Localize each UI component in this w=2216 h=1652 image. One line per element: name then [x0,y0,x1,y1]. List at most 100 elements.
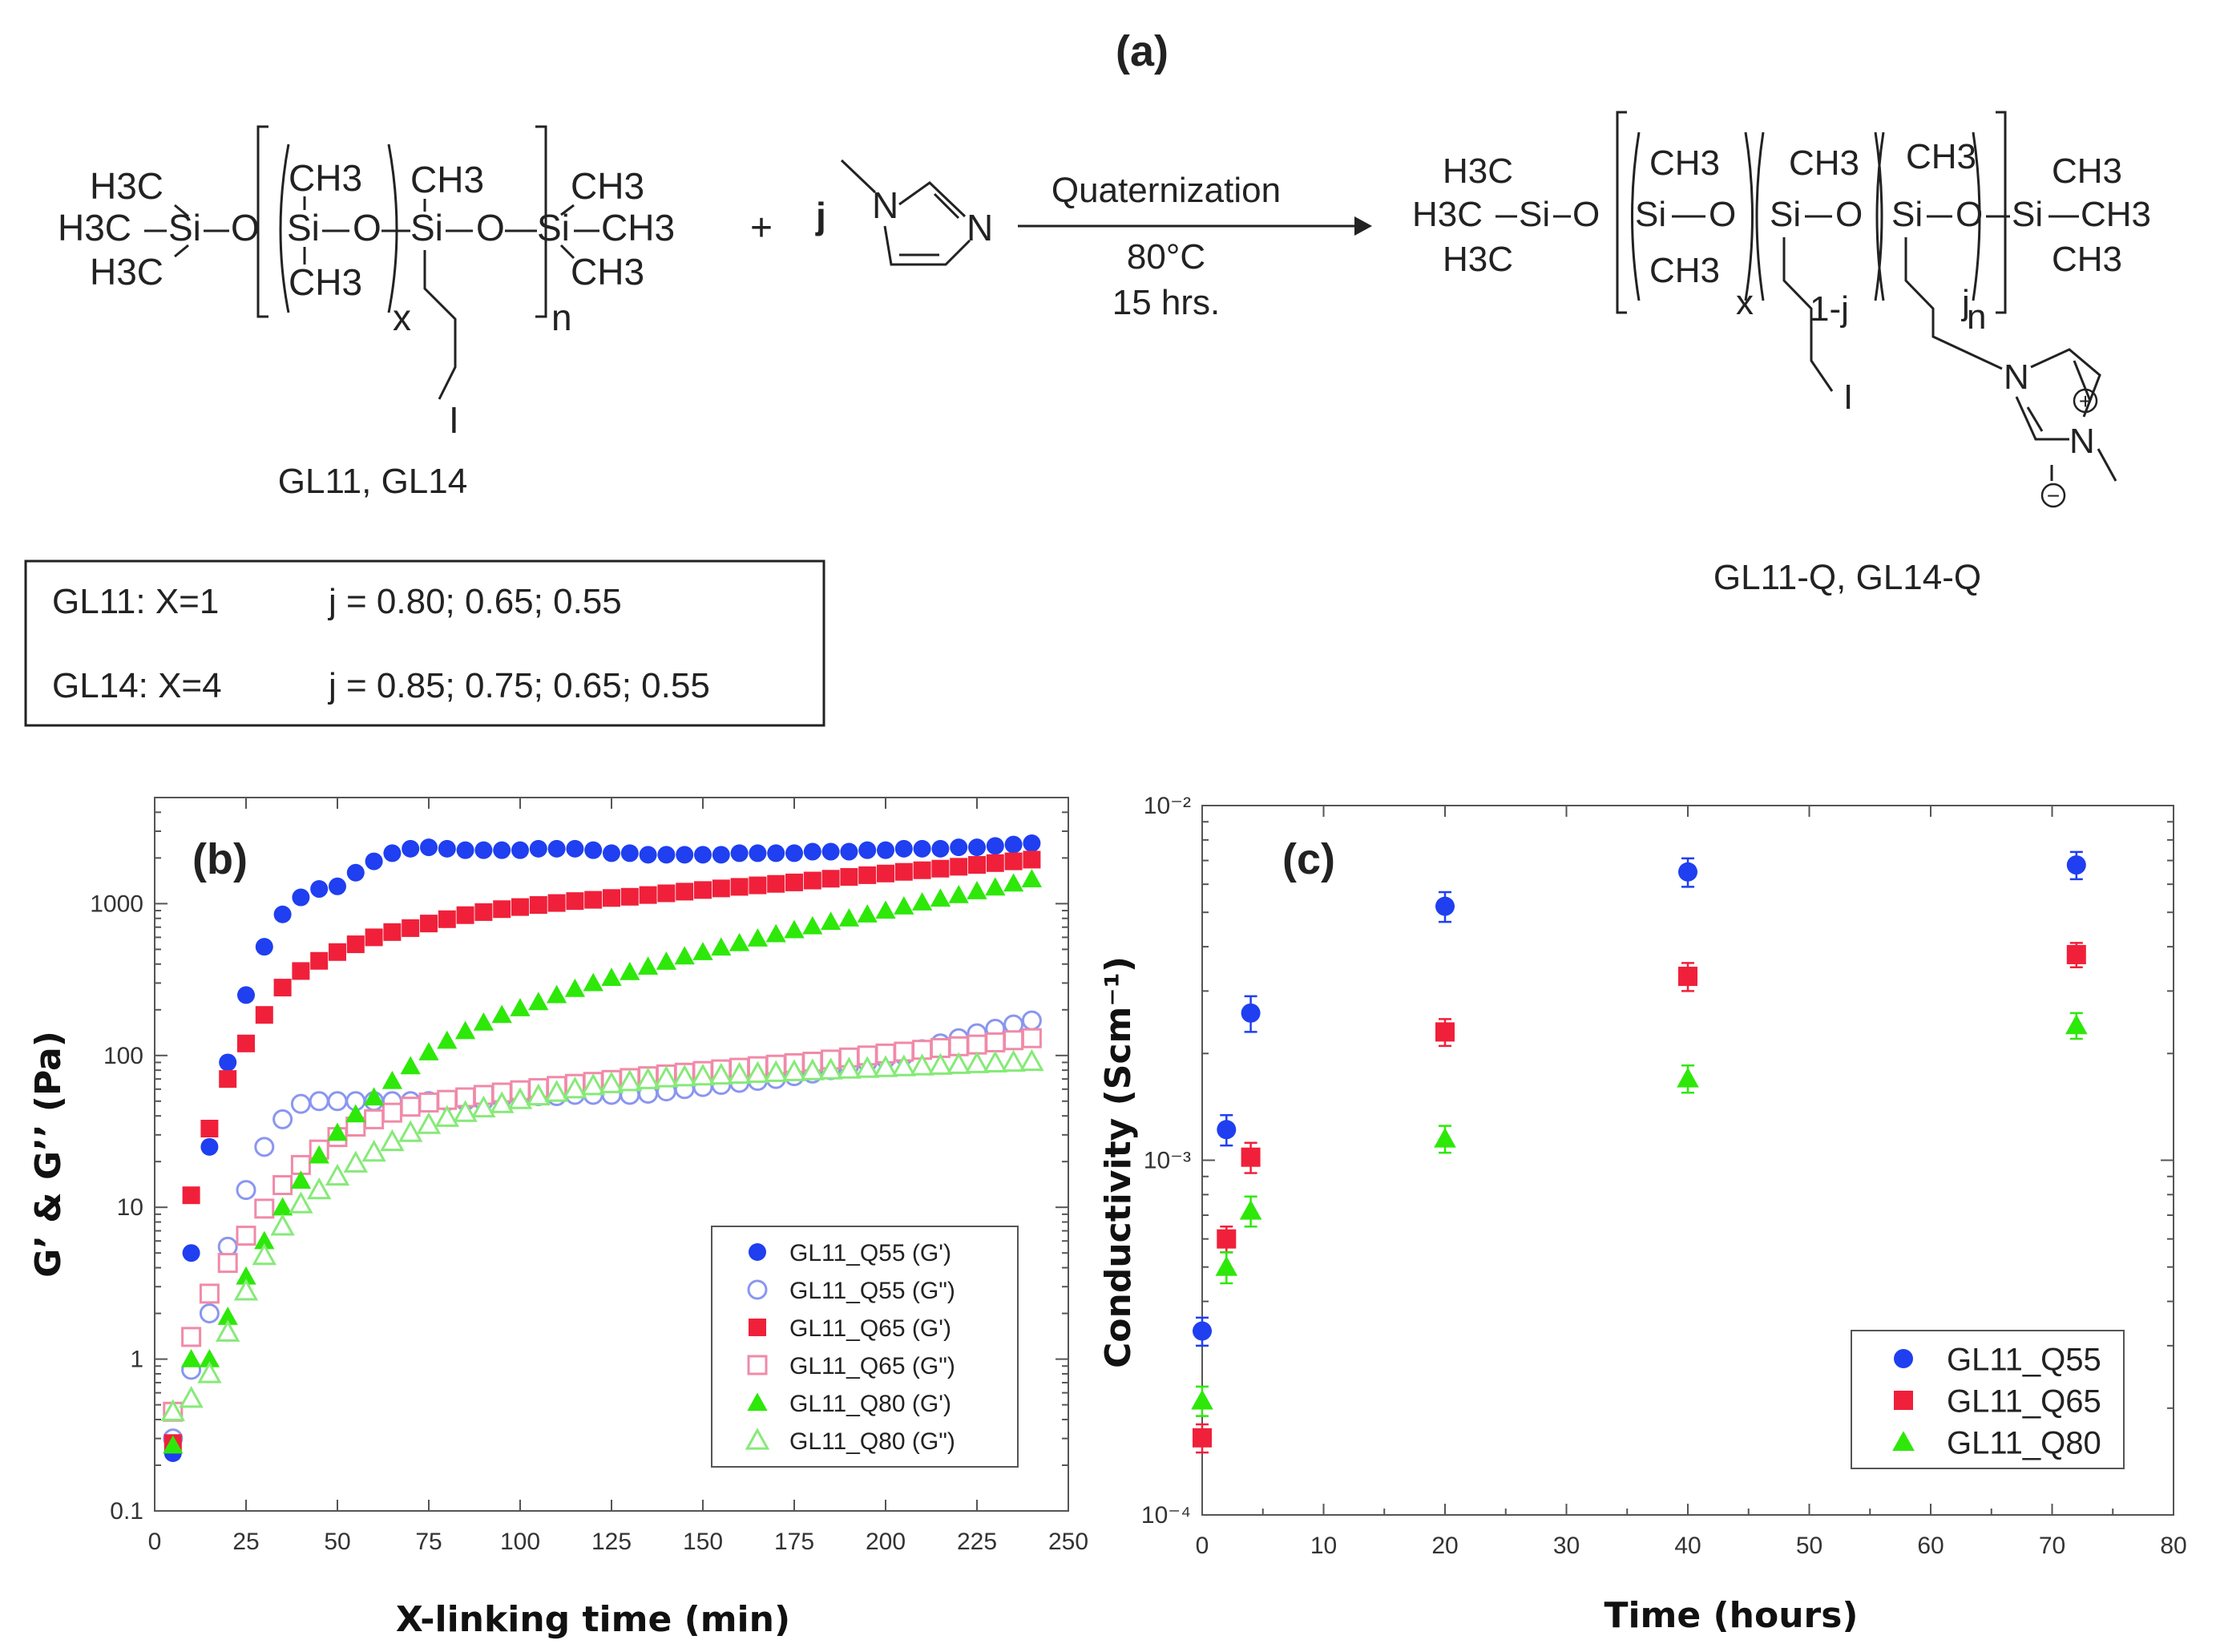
b-data-point [617,1068,642,1092]
b-data-point [398,1120,423,1142]
b-data-point [694,846,712,864]
b-data-point [327,1091,348,1112]
b-data-point [363,1087,385,1106]
b-data-point [236,1180,256,1201]
b-data-point [346,863,365,882]
b-data-point [160,1399,185,1421]
b-data-point [255,938,273,956]
b-data-point [911,892,933,911]
b-data-point [802,915,823,935]
b-data-point [511,898,529,916]
b-data-point [289,1191,313,1214]
p-atom-o-1j: O [1835,195,1863,234]
c-data-point [1239,1199,1262,1220]
atom-o-n: O [476,207,505,248]
b-data-point [544,1080,569,1102]
b-data-point [182,1244,200,1262]
chart-b-legend: GL11_Q55 (G') GL11_Q55 (G") GL11_Q65 (G') G… [711,1226,1019,1468]
b-data-point [402,919,420,937]
b-data-point [200,1119,219,1137]
c-legend-label: GL11_Q80 [1947,1425,2101,1460]
b-data-point [730,844,749,862]
b-data-point [749,876,767,895]
b-legend-label: GL11_Q80 (G') [789,1391,951,1417]
b-data-point [566,892,584,911]
atom-ch3-x-top: CH3 [289,157,362,199]
atom-n-imidazole-3: N [967,207,993,248]
c-ytick-label: 10⁻⁴ [1141,1502,1191,1529]
atom-o-1: O [231,207,260,248]
c-xtick-label: 30 [1553,1533,1580,1559]
b-data-point [402,839,420,858]
c-legend-label: GL11_Q65 [1947,1383,2101,1419]
p-atom-ch3-x-bot: CH3 [1649,251,1720,290]
b-data-point [712,846,730,864]
b-data-point [873,1055,898,1077]
p-atom-ch3-j: CH3 [1906,137,1976,176]
atom-o-x: O [353,207,381,248]
b-data-point [511,841,529,859]
b-data-point [181,1327,202,1347]
b-data-point [948,884,969,903]
p-atom-ch3-end-bot: CH3 [2052,240,2122,279]
b-data-point [365,928,383,947]
b-data-point [894,862,913,881]
atom-si-n: Si [410,207,443,248]
b-data-point [931,859,950,878]
p-atom-h3c-top: H3C [1443,151,1513,191]
b-xtick-label: 125 [591,1529,632,1555]
b-data-point [416,1112,442,1134]
b-data-point [840,842,858,861]
b-data-point [712,879,730,898]
b-data-point [639,886,657,904]
b-data-point [272,1109,293,1129]
b-series-2 [163,850,1041,1452]
b-data-point [564,978,586,997]
b-legend-marker [749,1243,766,1261]
b-xtick-label: 75 [415,1529,442,1555]
b-data-point [200,1137,219,1156]
b-data-point [749,844,767,862]
subscript-x: x [393,297,411,338]
b-data-point [840,868,858,887]
atom-ch3-n-top: CH3 [410,159,484,200]
atom-ch3-end-bot: CH3 [571,251,644,293]
p-atom-o-x: O [1709,195,1736,234]
b-data-point [910,1053,934,1076]
b-data-point [217,1253,238,1274]
b-data-point [1003,873,1024,892]
b-data-point [217,1236,238,1257]
b-data-point [674,946,695,965]
b-data-point [603,844,620,862]
p-atom-ch3-end-top: CH3 [2052,151,2122,191]
b-data-point [620,961,640,980]
table-row1-name: GL11: X=1 [52,582,219,621]
table-row2-j: j = 0.85; 0.75; 0.65; 0.55 [327,666,710,705]
b-data-point [985,1032,1006,1052]
b-data-point [837,1056,862,1079]
b-data-point [745,1060,770,1083]
b-data-point [327,1122,348,1141]
b-data-point [456,906,474,924]
b-data-point [656,951,677,970]
b-data-point [654,1065,679,1088]
arrow-label-time: 15 hrs. [1112,283,1221,322]
b-ytick-label: 1 [130,1347,143,1373]
p-subscript-j: j [1960,283,1970,322]
b-data-point [877,841,894,859]
b-data-point [292,962,310,980]
b-data-point [474,841,493,859]
arrow-label-temperature: 80°C [1127,237,1205,277]
c-ytick-label: 10⁻³ [1144,1148,1191,1174]
c-legend-label: GL11_Q55 [1947,1342,2101,1377]
b-data-point [310,951,329,970]
b-data-point [877,864,894,883]
p-atom-si-1j: Si [1770,195,1801,234]
b-data-point [510,998,531,1016]
product-name: GL11-Q, GL14-Q [1713,558,1981,597]
chart-c-legend: GL11_Q55 GL11_Q65 GL11_Q80 [1851,1330,2125,1469]
b-data-point [163,1435,184,1454]
c-data-point [1434,1127,1456,1148]
chart-c-ylabel: Conductivity (Scm⁻¹) [1098,956,1139,1368]
c-xtick-label: 80 [2160,1533,2186,1559]
